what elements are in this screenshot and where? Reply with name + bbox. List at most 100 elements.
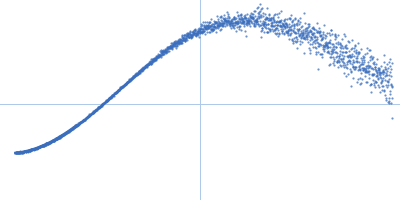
Point bbox=[176, 41, 183, 44]
Point bbox=[305, 32, 311, 36]
Point bbox=[12, 152, 19, 155]
Point bbox=[376, 71, 383, 74]
Point bbox=[148, 59, 154, 62]
Point bbox=[190, 31, 196, 34]
Point bbox=[240, 18, 246, 21]
Point bbox=[177, 39, 184, 42]
Point bbox=[383, 74, 389, 77]
Point bbox=[104, 98, 111, 101]
Point bbox=[85, 115, 91, 118]
Point bbox=[122, 82, 129, 86]
Point bbox=[73, 123, 79, 127]
Point bbox=[60, 133, 66, 137]
Point bbox=[303, 33, 310, 36]
Point bbox=[341, 32, 347, 35]
Point bbox=[140, 66, 147, 70]
Point bbox=[266, 12, 272, 15]
Point bbox=[213, 21, 220, 25]
Point bbox=[102, 100, 108, 103]
Point bbox=[124, 80, 130, 84]
Point bbox=[97, 105, 104, 108]
Point bbox=[237, 20, 243, 23]
Point bbox=[357, 63, 363, 66]
Point bbox=[212, 20, 219, 23]
Point bbox=[368, 58, 375, 61]
Point bbox=[101, 101, 108, 104]
Point bbox=[23, 150, 29, 153]
Point bbox=[18, 151, 25, 154]
Point bbox=[310, 41, 316, 44]
Point bbox=[297, 39, 304, 43]
Point bbox=[88, 112, 94, 115]
Point bbox=[165, 46, 171, 49]
Point bbox=[336, 60, 342, 63]
Point bbox=[127, 78, 134, 81]
Point bbox=[62, 131, 69, 134]
Point bbox=[15, 151, 21, 154]
Point bbox=[26, 149, 32, 152]
Point bbox=[13, 151, 20, 154]
Point bbox=[57, 135, 64, 138]
Point bbox=[249, 18, 256, 21]
Point bbox=[188, 34, 194, 38]
Point bbox=[262, 26, 268, 29]
Point bbox=[302, 27, 308, 30]
Point bbox=[204, 27, 210, 30]
Point bbox=[297, 43, 303, 46]
Point bbox=[207, 21, 214, 24]
Point bbox=[325, 50, 332, 53]
Point bbox=[188, 35, 195, 38]
Point bbox=[100, 102, 107, 105]
Point bbox=[325, 42, 331, 45]
Point bbox=[210, 23, 216, 26]
Point bbox=[329, 50, 336, 53]
Point bbox=[200, 30, 206, 34]
Point bbox=[330, 49, 336, 52]
Point bbox=[239, 16, 245, 20]
Point bbox=[344, 56, 351, 59]
Point bbox=[91, 110, 98, 113]
Point bbox=[260, 15, 266, 18]
Point bbox=[142, 64, 148, 68]
Point bbox=[128, 77, 135, 80]
Point bbox=[263, 17, 270, 20]
Point bbox=[380, 89, 387, 92]
Point bbox=[71, 125, 77, 129]
Point bbox=[122, 82, 129, 85]
Point bbox=[261, 21, 267, 24]
Point bbox=[168, 44, 175, 48]
Point bbox=[267, 19, 273, 22]
Point bbox=[115, 89, 121, 92]
Point bbox=[229, 19, 235, 22]
Point bbox=[281, 31, 288, 34]
Point bbox=[277, 24, 284, 27]
Point bbox=[374, 73, 380, 77]
Point bbox=[80, 118, 86, 122]
Point bbox=[51, 139, 58, 143]
Point bbox=[206, 30, 212, 34]
Point bbox=[346, 50, 352, 53]
Point bbox=[27, 148, 34, 152]
Point bbox=[363, 71, 369, 74]
Point bbox=[295, 19, 301, 22]
Point bbox=[286, 16, 292, 20]
Point bbox=[139, 67, 146, 71]
Point bbox=[125, 80, 131, 83]
Point bbox=[146, 62, 152, 65]
Point bbox=[154, 54, 161, 57]
Point bbox=[306, 47, 312, 50]
Point bbox=[324, 44, 330, 48]
Point bbox=[14, 151, 20, 154]
Point bbox=[114, 90, 120, 93]
Point bbox=[190, 31, 196, 34]
Point bbox=[180, 37, 186, 40]
Point bbox=[76, 121, 83, 125]
Point bbox=[308, 35, 314, 39]
Point bbox=[40, 144, 46, 147]
Point bbox=[239, 19, 246, 22]
Point bbox=[204, 25, 211, 29]
Point bbox=[69, 128, 75, 131]
Point bbox=[352, 45, 358, 48]
Point bbox=[153, 56, 159, 59]
Point bbox=[94, 107, 101, 110]
